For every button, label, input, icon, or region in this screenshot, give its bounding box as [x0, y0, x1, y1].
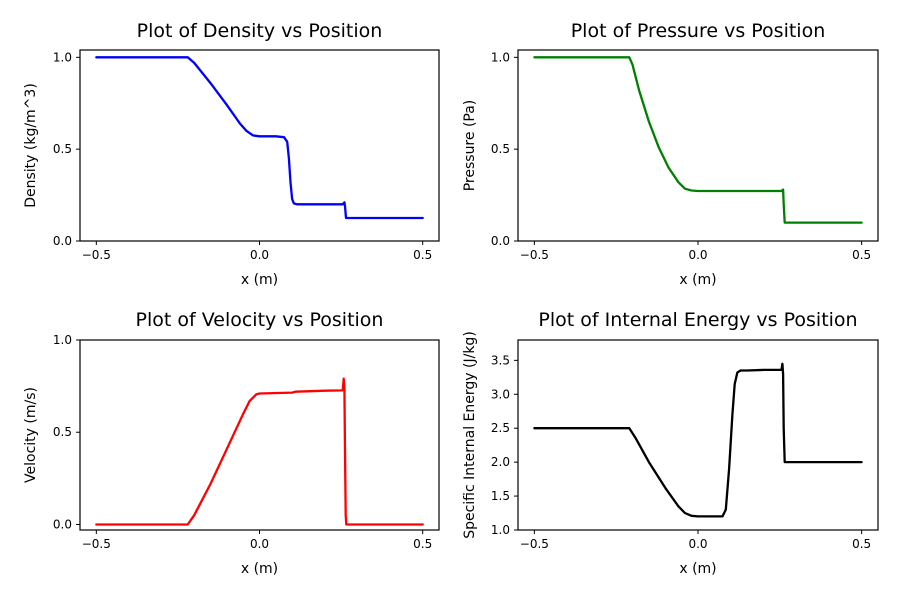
internal-energy-y-axis-label: Specific Internal Energy (J/kg) — [462, 331, 478, 539]
pressure-y-tick-label: 0.5 — [491, 142, 510, 156]
internal-energy-series-line — [533, 362, 863, 518]
density-x-tick-label: 0.0 — [250, 248, 269, 262]
density-series-line — [95, 56, 424, 220]
pressure-plot-frame — [517, 49, 879, 242]
velocity-x-axis-label: x (m) — [241, 561, 278, 577]
density-chart-title: Plot of Density vs Position — [137, 20, 383, 42]
internal-energy-y-tick-label: 1.0 — [491, 523, 510, 537]
velocity-x-tick-label: −0.5 — [82, 537, 111, 551]
density-y-tick-label: 0.5 — [53, 142, 72, 156]
pressure-series-line — [533, 56, 863, 224]
velocity-series-line — [95, 377, 424, 526]
internal-energy-x-tick-label: 0.0 — [688, 537, 707, 551]
pressure-chart-title: Plot of Pressure vs Position — [571, 20, 826, 42]
density-x-tick-label: 0.5 — [413, 248, 432, 262]
density-x-tick-label: −0.5 — [82, 248, 111, 262]
internal-energy-panel: Plot of Internal Energy vs Position x (m… — [462, 309, 879, 577]
velocity-x-tick-label: 0.0 — [250, 537, 269, 551]
density-panel: Plot of Density vs Position x (m) Densit… — [23, 20, 440, 288]
pressure-x-tick-label: 0.0 — [688, 248, 707, 262]
velocity-x-tick-label: 0.5 — [413, 537, 432, 551]
internal-energy-x-tick-label: 0.5 — [852, 537, 871, 551]
pressure-y-tick-label: 0.0 — [491, 234, 510, 248]
velocity-panel: Plot of Velocity vs Position x (m) Veloc… — [23, 309, 440, 577]
pressure-y-tick-label: 1.0 — [491, 50, 510, 64]
internal-energy-x-tick-label: −0.5 — [520, 537, 549, 551]
density-plot-frame — [79, 49, 440, 242]
velocity-y-tick-label: 0.0 — [53, 517, 72, 531]
velocity-chart-title: Plot of Velocity vs Position — [136, 309, 384, 331]
velocity-y-axis-label: Velocity (m/s) — [23, 387, 39, 483]
pressure-y-axis-label: Pressure (Pa) — [462, 100, 478, 192]
pressure-panel: Plot of Pressure vs Position x (m) Press… — [462, 20, 879, 288]
velocity-y-tick-label: 1.0 — [53, 333, 72, 347]
velocity-plot-frame — [79, 339, 440, 531]
pressure-x-axis-label: x (m) — [679, 272, 716, 288]
internal-energy-x-axis-label: x (m) — [679, 561, 716, 577]
internal-energy-chart-title: Plot of Internal Energy vs Position — [538, 309, 857, 331]
internal-energy-y-tick-label: 2.0 — [491, 455, 510, 469]
pressure-x-tick-label: 0.5 — [852, 248, 871, 262]
density-x-axis-label: x (m) — [241, 272, 278, 288]
internal-energy-y-tick-label: 1.5 — [491, 489, 510, 503]
internal-energy-plot-frame — [517, 339, 879, 531]
density-y-tick-label: 1.0 — [53, 50, 72, 64]
internal-energy-y-tick-label: 2.5 — [491, 421, 510, 435]
density-y-tick-label: 0.0 — [53, 234, 72, 248]
density-y-axis-label: Density (kg/m^3) — [23, 83, 39, 208]
velocity-y-tick-label: 0.5 — [53, 425, 72, 439]
internal-energy-y-tick-label: 3.5 — [491, 353, 510, 367]
internal-energy-y-tick-label: 3.0 — [491, 387, 510, 401]
pressure-x-tick-label: −0.5 — [520, 248, 549, 262]
